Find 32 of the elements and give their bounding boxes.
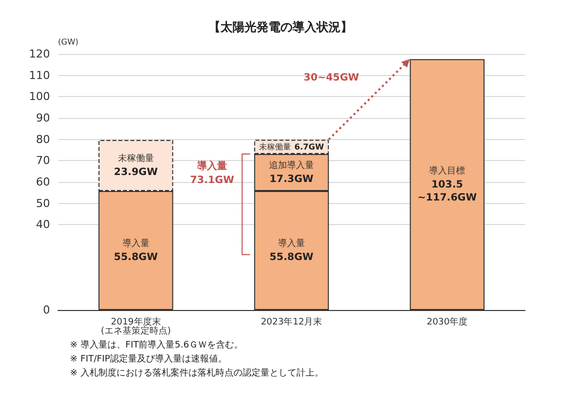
data-label: 23.9GW — [114, 166, 158, 178]
series-label: 未稼働量 — [259, 142, 292, 152]
y-tick-label: 60 — [36, 176, 50, 188]
x-tick-label: 2019年度末 (エネ基策定時点) — [100, 316, 171, 336]
annotation: 30~45GW — [304, 72, 360, 84]
text: ※ FIT/FIP認定量及び導入量は速報値。 — [70, 354, 228, 364]
data-label: 17.3GW — [270, 174, 314, 186]
y-tick-label: 110 — [29, 68, 50, 82]
x-tick-label: 2030年度 — [426, 316, 468, 328]
y-tick-label: 90 — [36, 112, 50, 124]
text: ※ 導入量は、FIT前導入量5.6ＧＷを含む。 — [70, 340, 244, 350]
series-label: 導入量 — [122, 238, 150, 249]
y-tick-label: 40 — [36, 218, 50, 232]
y-tick-label: 100 — [29, 90, 50, 104]
x-tick-label: 2023年12月末 — [260, 316, 322, 328]
annotation: 導入量 73.1GW — [190, 160, 234, 186]
y-tick-label: 50 — [36, 196, 50, 210]
data-label: 103.5 ~117.6GW — [418, 180, 477, 204]
chart-title: 【太陽光発電の導入状況】 — [208, 20, 352, 34]
series-label: 導入目標 — [429, 166, 466, 177]
series-label: 追加導入量 — [269, 160, 314, 172]
y-tick-label: 120 — [29, 48, 50, 60]
text: ※ 入札制度における落札案件は落札時点の認定量として計上。 — [70, 368, 324, 378]
y-axis-title: (GW) — [58, 38, 78, 46]
y-tick-label: 0 — [43, 304, 50, 316]
data-label: 55.8GW — [114, 252, 158, 263]
y-tick-label: 70 — [36, 154, 50, 168]
y-tick-label: 80 — [36, 132, 50, 146]
text: 導入量 — [278, 238, 305, 249]
data-label: 55.8GW — [270, 252, 314, 263]
text: 未稼働量 — [118, 154, 154, 164]
data-label: 6.7GW — [294, 142, 324, 152]
